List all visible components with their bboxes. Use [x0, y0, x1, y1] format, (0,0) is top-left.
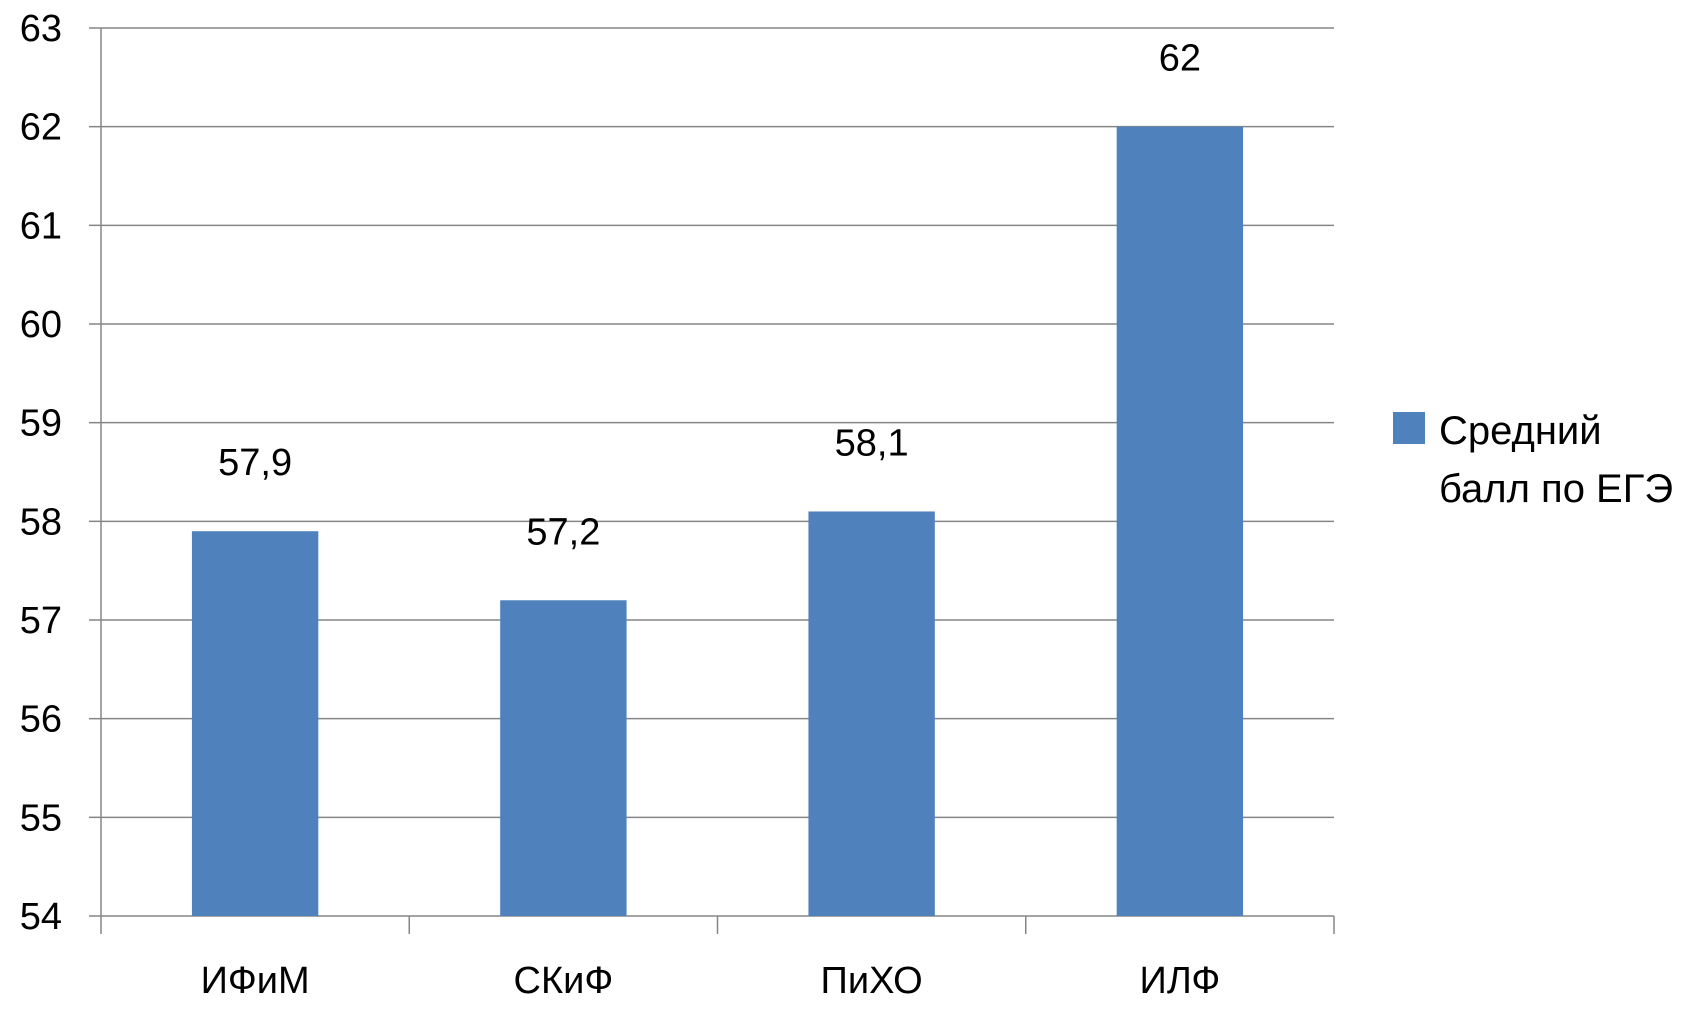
- bar-ИФиМ: [191, 531, 319, 916]
- y-tick-label: 63: [20, 8, 62, 50]
- x-category-label: ИФиМ: [201, 960, 310, 1002]
- legend: Средний балл по ЕГЭ: [1393, 402, 1679, 518]
- data-label: 62: [1159, 38, 1201, 80]
- y-tick-label: 54: [20, 896, 62, 938]
- bar-СКиФ: [500, 600, 627, 916]
- y-tick-label: 62: [20, 107, 62, 149]
- x-category-label: ИЛФ: [1140, 960, 1221, 1002]
- x-category-label: СКиФ: [514, 960, 614, 1002]
- y-axis-tick-labels: 54 55 56 57 58 59 60 61 62 63: [20, 8, 62, 938]
- data-labels: 57,9 57,2 58,1 62: [218, 38, 1201, 554]
- data-label: 57,2: [526, 511, 600, 553]
- y-tick-label: 61: [20, 205, 62, 247]
- legend-label: Средний балл по ЕГЭ: [1439, 409, 1674, 511]
- y-tick-label: 57: [20, 600, 62, 642]
- bars: [191, 126, 1244, 916]
- y-tick-label: 59: [20, 403, 62, 445]
- x-category-label: ПиХО: [821, 960, 923, 1002]
- x-axis-category-labels: ИФиМ СКиФ ПиХО ИЛФ: [201, 960, 1221, 1002]
- data-label: 58,1: [835, 422, 909, 464]
- bar-ИЛФ: [1116, 126, 1244, 916]
- bar-ПиХО: [808, 511, 935, 916]
- y-tick-label: 60: [20, 304, 62, 346]
- y-tick-label: 58: [20, 501, 62, 543]
- legend-swatch: [1393, 412, 1425, 444]
- y-tick-label: 56: [20, 699, 62, 741]
- y-tick-label: 55: [20, 797, 62, 839]
- data-label: 57,9: [218, 442, 292, 484]
